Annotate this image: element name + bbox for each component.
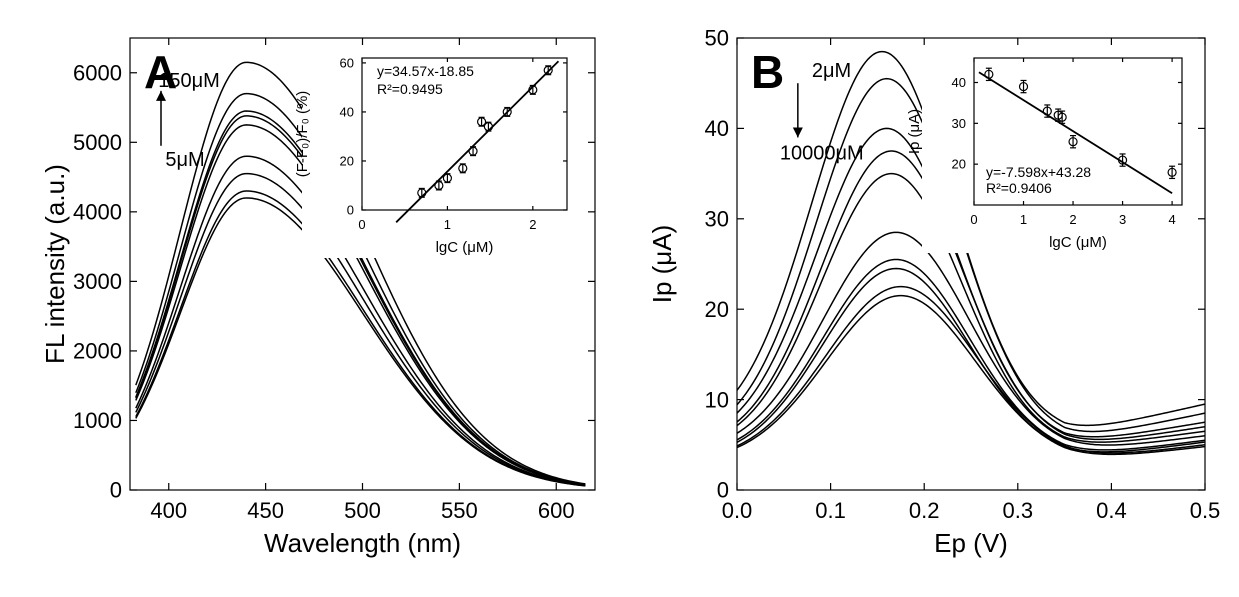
panel-b: 0.00.10.20.30.40.501020304050Ep (V)Ip (μ… [637, 8, 1235, 582]
svg-text:3: 3 [1119, 212, 1126, 227]
fit-r2: R²=0.9406 [986, 180, 1052, 196]
panel-a: 4004505005506000100020003000400050006000… [12, 8, 617, 582]
svg-text:5000: 5000 [73, 130, 122, 155]
svg-text:40: 40 [952, 75, 966, 90]
svg-text:20: 20 [705, 297, 729, 322]
svg-text:50: 50 [705, 26, 729, 51]
svg-text:3000: 3000 [73, 269, 122, 294]
svg-text:0.5: 0.5 [1190, 498, 1221, 523]
anno-bottom: 10000μM [780, 142, 864, 164]
cv-curve [737, 296, 1205, 455]
svg-text:2: 2 [1069, 212, 1076, 227]
fit-r2: R²=0.9495 [377, 81, 443, 97]
svg-text:400: 400 [150, 498, 187, 523]
svg-text:60: 60 [340, 55, 354, 70]
svg-text:4000: 4000 [73, 200, 122, 225]
anno-bottom: 5μM [165, 149, 204, 171]
svg-text:Ip (μA): Ip (μA) [906, 109, 923, 154]
svg-text:4: 4 [1168, 212, 1175, 227]
cv-curve [737, 269, 1205, 452]
svg-text:40: 40 [340, 104, 354, 119]
svg-text:0: 0 [358, 217, 365, 232]
svg-text:0.3: 0.3 [1003, 498, 1034, 523]
svg-text:550: 550 [441, 498, 478, 523]
svg-text:6000: 6000 [73, 60, 122, 85]
svg-text:lgC (μM): lgC (μM) [1049, 234, 1107, 251]
svg-text:(F-F₀)/F₀ (%): (F-F₀)/F₀ (%) [294, 91, 311, 178]
svg-text:1000: 1000 [73, 408, 122, 433]
svg-text:0: 0 [970, 212, 977, 227]
svg-text:600: 600 [538, 498, 575, 523]
panel-label-b: B [751, 46, 784, 98]
svg-text:30: 30 [952, 116, 966, 131]
svg-text:0.1: 0.1 [815, 498, 846, 523]
svg-text:2000: 2000 [73, 339, 122, 364]
svg-text:450: 450 [247, 498, 284, 523]
svg-text:20: 20 [340, 154, 354, 169]
svg-text:1: 1 [444, 217, 451, 232]
two-panel-figure: 4004505005506000100020003000400050006000… [0, 0, 1239, 597]
svg-text:0: 0 [717, 478, 729, 503]
svg-text:10: 10 [705, 387, 729, 412]
svg-text:30: 30 [705, 207, 729, 232]
svg-text:Wavelength (nm): Wavelength (nm) [264, 528, 461, 558]
panel-label-a: A [144, 46, 177, 98]
svg-text:FL intensity (a.u.): FL intensity (a.u.) [40, 164, 70, 364]
fit-eq: y=34.57x-18.85 [377, 63, 474, 79]
svg-text:0: 0 [110, 478, 122, 503]
svg-text:0.2: 0.2 [909, 498, 940, 523]
svg-text:Ip (μA): Ip (μA) [647, 225, 677, 304]
svg-text:20: 20 [952, 157, 966, 172]
svg-text:0.4: 0.4 [1096, 498, 1127, 523]
svg-text:40: 40 [705, 116, 729, 141]
svg-text:lgC (μM): lgC (μM) [436, 239, 494, 256]
svg-text:0: 0 [347, 203, 354, 218]
svg-text:1: 1 [1020, 212, 1027, 227]
svg-text:2: 2 [529, 217, 536, 232]
anno-top: 2μM [812, 60, 851, 82]
svg-text:500: 500 [344, 498, 381, 523]
fit-eq: y=-7.598x+43.28 [986, 164, 1091, 180]
svg-text:Ep (V): Ep (V) [934, 528, 1008, 558]
